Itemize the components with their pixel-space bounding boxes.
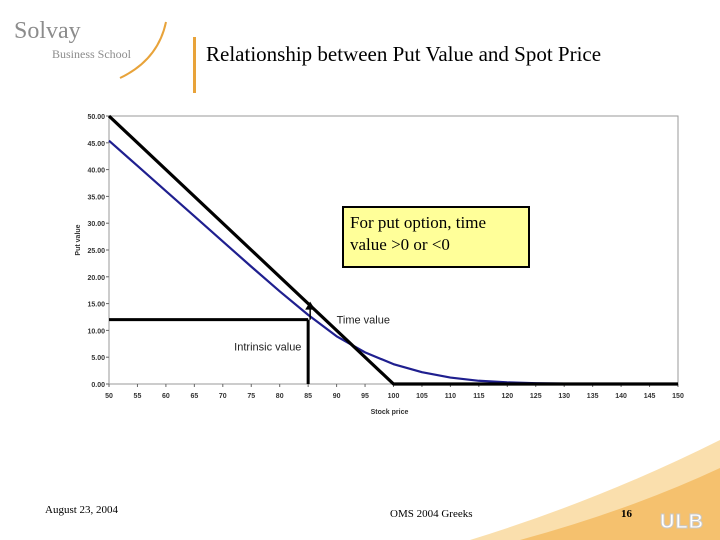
x-tick-label: 125 [530, 393, 542, 400]
y-tick-label: 15.00 [87, 302, 105, 309]
y-tick-label: 45.00 [87, 141, 105, 148]
logo-subtitle: Business School [52, 47, 132, 61]
x-tick-label: 95 [361, 393, 369, 400]
x-tick-label: 135 [587, 393, 599, 400]
logo-swoosh-icon [119, 21, 167, 79]
x-tick-label: 120 [501, 393, 513, 400]
ulb-logo: ULB [659, 511, 705, 534]
x-tick-label: 65 [190, 393, 198, 400]
x-axis-label: Stock price [371, 409, 409, 416]
x-tick-label: 50 [105, 393, 113, 400]
x-tick-label: 60 [162, 393, 170, 400]
y-tick-label: 25.00 [87, 248, 105, 255]
y-tick-label: 20.00 [87, 275, 105, 282]
slide-title: Relationship between Put Value and Spot … [206, 42, 602, 66]
annotation-intrinsic-value: Intrinsic value [234, 341, 301, 353]
x-tick-label: 150 [672, 393, 684, 400]
intrinsic-value-line [107, 114, 678, 386]
x-tick-label: 80 [276, 393, 284, 400]
x-tick-label: 70 [219, 393, 227, 400]
annotation-time-value: Time value [337, 315, 390, 327]
y-tick-label: 5.00 [91, 355, 105, 362]
logo-name: Solvay [14, 18, 81, 44]
x-tick-label: 140 [615, 393, 627, 400]
x-tick-label: 55 [134, 393, 142, 400]
x-tick-label: 145 [644, 393, 656, 400]
x-tick-label: 115 [473, 393, 484, 400]
x-tick-label: 105 [416, 393, 428, 400]
x-tick-label: 90 [333, 393, 341, 400]
x-tick-label: 110 [445, 393, 456, 400]
x-tick-label: 100 [388, 393, 400, 400]
y-axis-label: Put value [75, 224, 82, 255]
y-tick-label: 30.00 [87, 221, 105, 228]
arrow-head-icon [305, 301, 316, 310]
x-tick-label: 75 [247, 393, 255, 400]
x-tick-label: 130 [558, 393, 570, 400]
callout-box: For put option, time value >0 or <0 [342, 206, 530, 268]
y-tick-label: 40.00 [87, 168, 105, 175]
solvay-logo: Solvay Business School [12, 18, 172, 78]
y-tick-label: 35.00 [87, 194, 105, 201]
footer-course: OMS 2004 Greeks [390, 508, 473, 520]
x-tick-label: 85 [304, 393, 312, 400]
title-accent-bar [193, 37, 196, 93]
y-tick-label: 10.00 [87, 328, 105, 335]
y-tick-label: 50.00 [87, 114, 105, 121]
y-tick-label: 0.00 [91, 382, 105, 389]
page-number: 16 [621, 508, 632, 520]
footer-date: August 23, 2004 [45, 504, 119, 516]
